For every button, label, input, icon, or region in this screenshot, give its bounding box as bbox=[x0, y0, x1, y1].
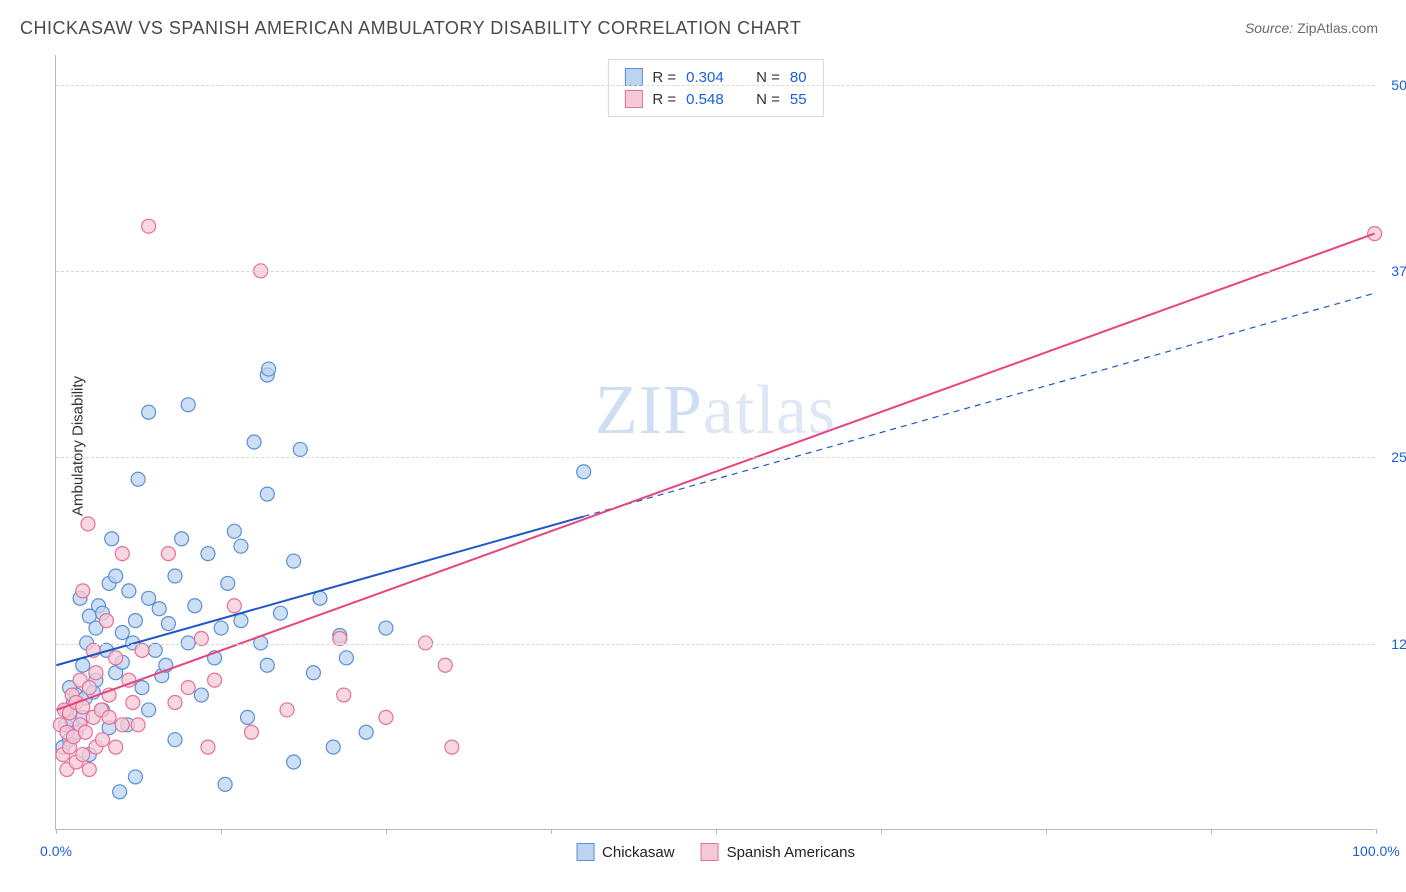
series-legend-spanish: Spanish Americans bbox=[701, 843, 855, 861]
x-tick-label: 0.0% bbox=[40, 843, 72, 859]
chart-page: CHICKASAW VS SPANISH AMERICAN AMBULATORY… bbox=[0, 0, 1406, 892]
series-label-1: Chickasaw bbox=[602, 844, 675, 861]
x-tick bbox=[1376, 829, 1377, 834]
source-prefix: Source: bbox=[1245, 20, 1297, 36]
chart-title: CHICKASAW VS SPANISH AMERICAN AMBULATORY… bbox=[20, 18, 801, 39]
gridline bbox=[56, 85, 1375, 86]
source-value: ZipAtlas.com bbox=[1297, 20, 1378, 36]
x-tick bbox=[386, 829, 387, 834]
series-legend-chickasaw: Chickasaw bbox=[576, 843, 675, 861]
x-tick bbox=[551, 829, 552, 834]
scatter-svg bbox=[56, 55, 1375, 829]
series-legend: Chickasaw Spanish Americans bbox=[576, 843, 855, 861]
y-tick-label: 25.0% bbox=[1391, 449, 1406, 465]
gridline bbox=[56, 457, 1375, 458]
x-tick-label: 100.0% bbox=[1352, 843, 1399, 859]
gridline bbox=[56, 271, 1375, 272]
y-tick-label: 37.5% bbox=[1391, 263, 1406, 279]
x-tick bbox=[1211, 829, 1212, 834]
legend-swatch-chickasaw-b bbox=[576, 843, 594, 861]
gridline bbox=[56, 644, 1375, 645]
y-tick-label: 50.0% bbox=[1391, 77, 1406, 93]
plot-area: ZIPatlas R = 0.304 N = 80 R = 0.548 N = … bbox=[55, 55, 1375, 830]
legend-swatch-spanish-b bbox=[701, 843, 719, 861]
source-attribution: Source: ZipAtlas.com bbox=[1245, 20, 1378, 36]
x-tick bbox=[56, 829, 57, 834]
x-tick bbox=[716, 829, 717, 834]
x-tick bbox=[881, 829, 882, 834]
x-tick bbox=[221, 829, 222, 834]
x-tick bbox=[1046, 829, 1047, 834]
series-label-2: Spanish Americans bbox=[727, 844, 855, 861]
y-tick-label: 12.5% bbox=[1391, 636, 1406, 652]
